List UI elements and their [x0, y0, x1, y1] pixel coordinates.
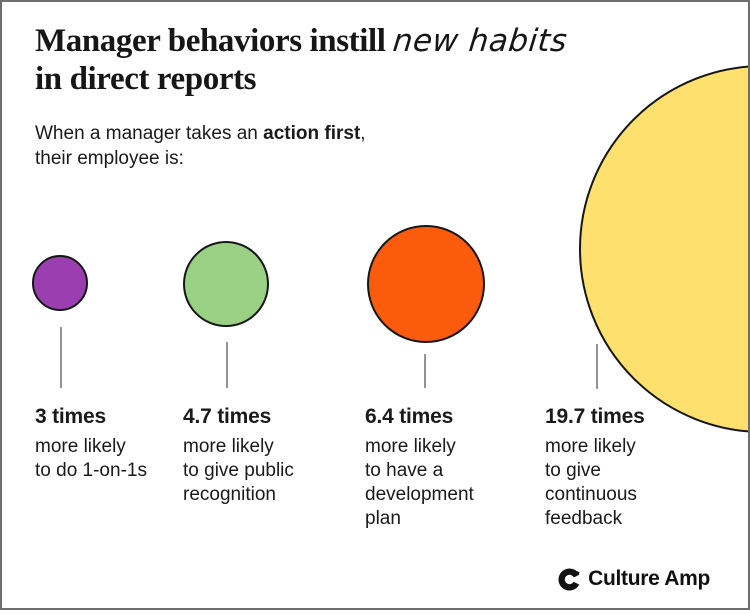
stat-value: 4.7 times [183, 405, 272, 428]
subtitle-text-line2: their employee is: [35, 148, 184, 169]
bubble-1-on-1s [32, 255, 88, 311]
subtitle-bold-text: action first [263, 123, 361, 144]
culture-amp-logo-text: Culture Amp [588, 567, 710, 590]
title-text-line2: in direct reports [35, 61, 257, 97]
stat-1-on-1s: 3 times more likely to do 1-on-1s [35, 405, 195, 483]
culture-amp-c-icon [558, 567, 581, 591]
bubble-continuous-feedback [579, 65, 748, 433]
connector-line-3 [424, 354, 426, 388]
connector-line-4 [596, 344, 598, 389]
stat-public-recognition: 4.7 times more likely to give public rec… [183, 405, 343, 507]
subtitle-text-part1: When a manager takes an [35, 123, 258, 144]
stat-description: more likely to do 1-on-1s [35, 436, 147, 481]
bubble-development-plan [367, 225, 485, 343]
stat-value: 3 times [35, 405, 106, 428]
chart-subtitle: When a manager takes an action first, th… [35, 121, 366, 171]
stat-development-plan: 6.4 times more likely to have a developm… [365, 405, 525, 531]
title-script-text: new habits [391, 23, 570, 59]
bubble-public-recognition [183, 241, 269, 327]
title-text-part1: Manager behaviors instill [35, 23, 386, 59]
stat-continuous-feedback: 19.7 times more likely to give continuou… [545, 405, 705, 531]
connector-line-1 [60, 327, 62, 388]
subtitle-comma: , [360, 123, 366, 144]
stat-description: more likely to have a development plan [365, 436, 474, 529]
stat-value: 6.4 times [365, 405, 454, 428]
stat-description: more likely to give public recognition [183, 436, 294, 505]
culture-amp-logo: Culture Amp [558, 567, 710, 591]
stat-value: 19.7 times [545, 405, 645, 428]
page-title: Manager behaviors instill new habits in … [35, 22, 570, 98]
connector-line-2 [226, 342, 228, 388]
stat-description: more likely to give continuous feedback [545, 436, 637, 529]
